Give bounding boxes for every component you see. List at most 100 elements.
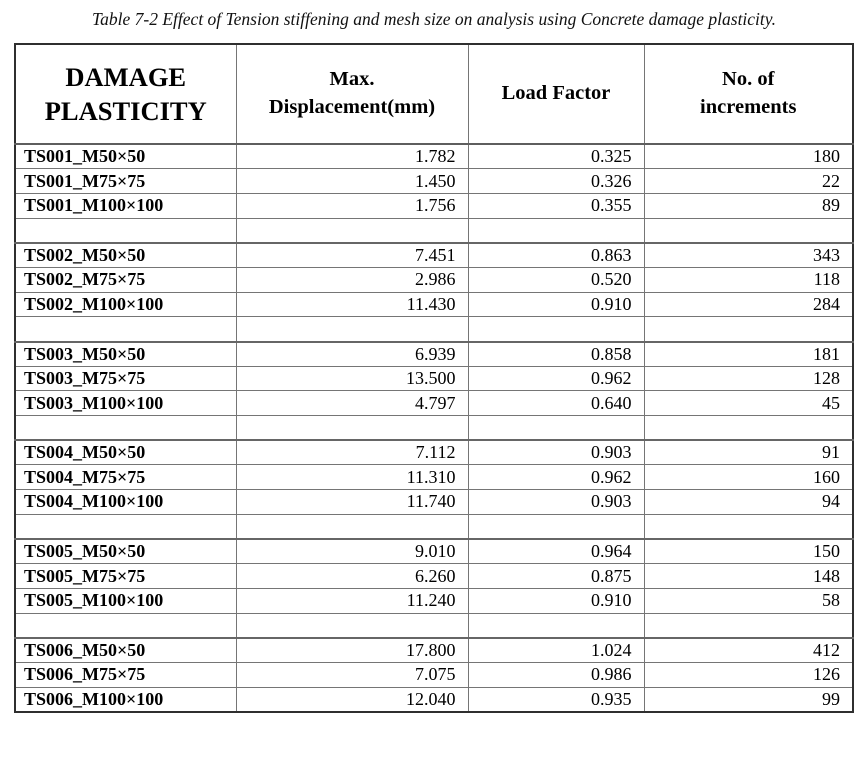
row-label: TS004_M75×75	[14, 464, 237, 491]
row-label: TS003_M100×100	[14, 390, 237, 417]
spacer-row	[14, 217, 854, 244]
table-row: TS004_M50×50 7.112 0.903 91	[14, 439, 854, 466]
blank-cell	[643, 415, 854, 442]
row-label: TS005_M75×75	[14, 563, 237, 589]
cell-increments: 284	[643, 291, 854, 318]
cell-max-displacement: 4.797	[235, 390, 469, 417]
cell-increments: 91	[643, 439, 854, 466]
blank-cell	[643, 316, 854, 343]
cell-max-displacement: 7.075	[235, 661, 469, 688]
column-header-max-displacement: Max. Displacement(mm)	[235, 43, 469, 145]
cell-max-displacement: 1.450	[235, 168, 469, 194]
blank-cell	[643, 513, 854, 540]
table-row: TS002_M50×50 7.451 0.863 343	[14, 242, 854, 268]
spacer-row	[14, 415, 854, 442]
column-header-load-factor: Load Factor	[467, 43, 645, 145]
column-header-increments: No. of increments	[643, 43, 854, 145]
row-label: TS002_M75×75	[14, 266, 237, 293]
row-label: TS001_M50×50	[14, 143, 237, 170]
row-label: TS005_M100×100	[14, 587, 237, 614]
row-label: TS006_M100×100	[14, 686, 237, 713]
cell-load-factor: 0.910	[467, 291, 645, 318]
row-label: TS004_M50×50	[14, 439, 237, 466]
cell-load-factor: 0.910	[467, 587, 645, 614]
row-label: TS005_M50×50	[14, 538, 237, 565]
cell-increments: 148	[643, 563, 854, 589]
table-row: TS005_M50×50 9.010 0.964 150	[14, 538, 854, 565]
blank-cell	[643, 612, 854, 639]
cell-increments: 22	[643, 168, 854, 194]
cell-load-factor: 0.962	[467, 464, 645, 491]
table-row: TS003_M75×75 13.500 0.962 128	[14, 365, 854, 392]
table-row: TS001_M75×75 1.450 0.326 22	[14, 168, 854, 194]
cell-increments: 118	[643, 266, 854, 293]
row-label: TS003_M75×75	[14, 365, 237, 392]
blank-cell	[14, 316, 237, 343]
cell-increments: 99	[643, 686, 854, 713]
blank-cell	[14, 612, 237, 639]
cell-max-displacement: 11.240	[235, 587, 469, 614]
table-row: TS002_M75×75 2.986 0.520 118	[14, 266, 854, 293]
table-row: TS003_M100×100 4.797 0.640 45	[14, 390, 854, 417]
table-row: TS001_M50×50 1.782 0.325 180	[14, 143, 854, 170]
cell-max-displacement: 7.112	[235, 439, 469, 466]
cell-max-displacement: 13.500	[235, 365, 469, 392]
cell-increments: 58	[643, 587, 854, 614]
cell-increments: 181	[643, 341, 854, 367]
table-caption: Table 7-2 Effect of Tension stiffening a…	[92, 9, 776, 29]
cell-load-factor: 1.024	[467, 637, 645, 663]
cell-max-displacement: 6.939	[235, 341, 469, 367]
cell-max-displacement: 11.310	[235, 464, 469, 491]
cell-load-factor: 0.875	[467, 563, 645, 589]
blank-cell	[235, 316, 469, 343]
blank-cell	[235, 612, 469, 639]
spacer-row	[14, 513, 854, 540]
cell-load-factor: 0.858	[467, 341, 645, 367]
row-label: TS006_M75×75	[14, 661, 237, 688]
cell-max-displacement: 1.782	[235, 143, 469, 170]
header-row: DAMAGE PLASTICITY Max. Displacement(mm) …	[14, 43, 854, 145]
blank-cell	[235, 415, 469, 442]
cell-increments: 94	[643, 489, 854, 515]
cell-max-displacement: 12.040	[235, 686, 469, 713]
blank-cell	[467, 513, 645, 540]
cell-load-factor: 0.325	[467, 143, 645, 170]
row-label: TS004_M100×100	[14, 489, 237, 515]
cell-load-factor: 0.863	[467, 242, 645, 268]
table-row: TS005_M100×100 11.240 0.910 58	[14, 587, 854, 614]
row-label: TS001_M75×75	[14, 168, 237, 194]
cell-increments: 412	[643, 637, 854, 663]
cell-load-factor: 0.326	[467, 168, 645, 194]
cell-increments: 128	[643, 365, 854, 392]
cell-max-displacement: 1.756	[235, 192, 469, 219]
cell-increments: 45	[643, 390, 854, 417]
cell-increments: 180	[643, 143, 854, 170]
results-table: DAMAGE PLASTICITY Max. Displacement(mm) …	[14, 43, 854, 713]
row-label: TS003_M50×50	[14, 341, 237, 367]
row-label: TS002_M100×100	[14, 291, 237, 318]
blank-cell	[467, 316, 645, 343]
blank-cell	[14, 513, 237, 540]
table-row: TS005_M75×75 6.260 0.875 148	[14, 563, 854, 589]
table-row: TS003_M50×50 6.939 0.858 181	[14, 341, 854, 367]
blank-cell	[467, 612, 645, 639]
cell-increments: 126	[643, 661, 854, 688]
blank-cell	[14, 217, 237, 244]
row-label: TS001_M100×100	[14, 192, 237, 219]
cell-load-factor: 0.903	[467, 489, 645, 515]
spacer-row	[14, 316, 854, 343]
cell-increments: 160	[643, 464, 854, 491]
blank-cell	[235, 513, 469, 540]
cell-max-displacement: 2.986	[235, 266, 469, 293]
row-label: TS002_M50×50	[14, 242, 237, 268]
cell-load-factor: 0.903	[467, 439, 645, 466]
cell-load-factor: 0.935	[467, 686, 645, 713]
cell-max-displacement: 9.010	[235, 538, 469, 565]
cell-max-displacement: 17.800	[235, 637, 469, 663]
blank-cell	[467, 415, 645, 442]
table-row: TS001_M100×100 1.756 0.355 89	[14, 192, 854, 219]
cell-increments: 343	[643, 242, 854, 268]
blank-cell	[467, 217, 645, 244]
cell-increments: 89	[643, 192, 854, 219]
